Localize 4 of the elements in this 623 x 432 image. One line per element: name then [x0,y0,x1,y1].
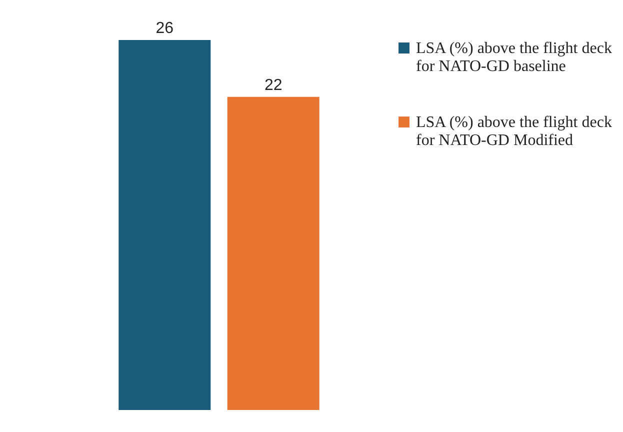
legend-label: LSA (%) above the flight deck for NATO-GD Modified [416,114,612,149]
data-label: 22 [264,76,282,94]
legend-label: LSA (%) above the flight deck for NATO-GD baseline [416,40,612,75]
data-label: 26 [156,20,174,37]
